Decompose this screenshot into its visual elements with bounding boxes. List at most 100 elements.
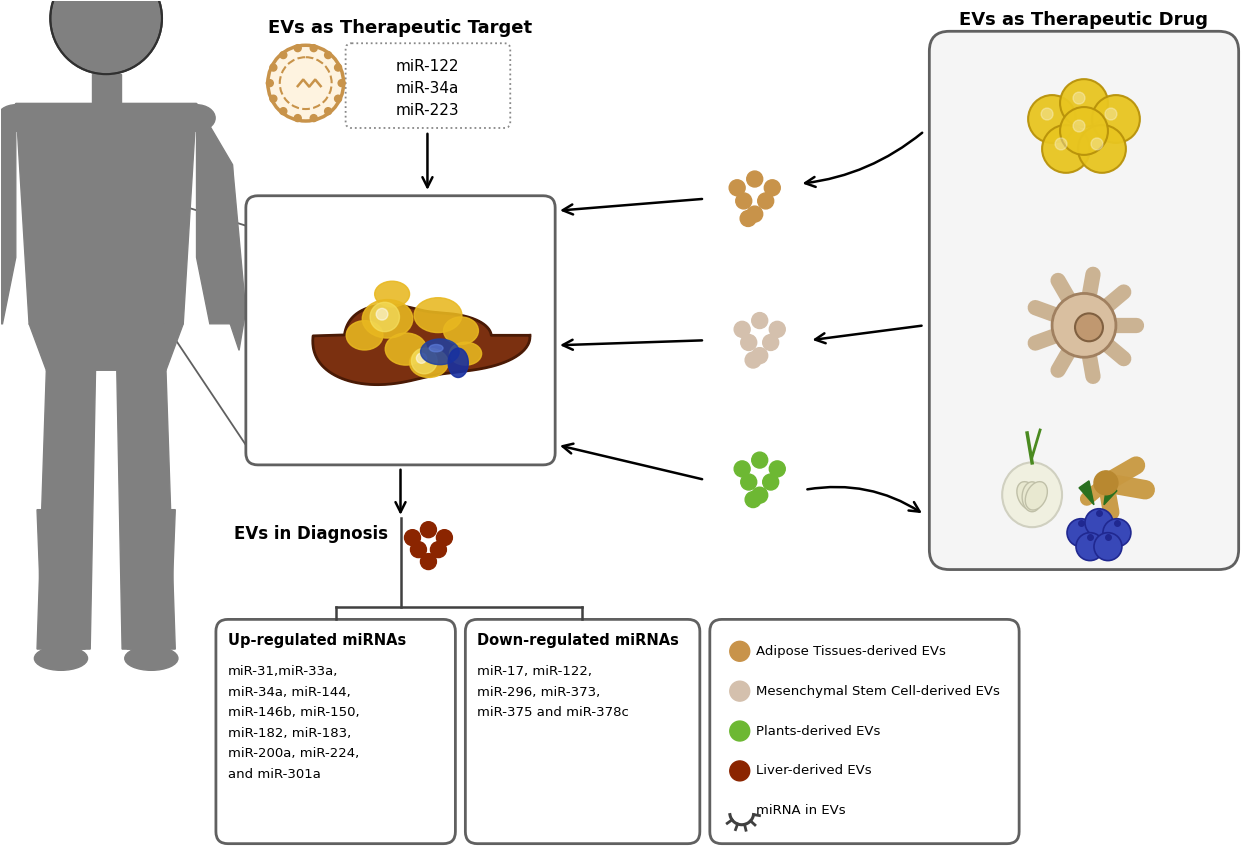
Circle shape — [1073, 92, 1084, 104]
Circle shape — [741, 335, 757, 350]
Polygon shape — [122, 510, 175, 649]
Circle shape — [1091, 138, 1103, 150]
Ellipse shape — [448, 348, 468, 377]
Circle shape — [420, 554, 437, 569]
FancyBboxPatch shape — [710, 619, 1019, 844]
Circle shape — [416, 353, 426, 363]
Ellipse shape — [429, 344, 443, 352]
Circle shape — [747, 206, 762, 222]
Circle shape — [325, 108, 332, 115]
Polygon shape — [36, 510, 91, 649]
Circle shape — [335, 96, 342, 102]
Circle shape — [376, 308, 387, 320]
Ellipse shape — [385, 333, 426, 365]
Circle shape — [1055, 138, 1067, 150]
Circle shape — [1103, 518, 1131, 547]
Circle shape — [1073, 120, 1084, 132]
Circle shape — [741, 474, 757, 490]
Text: miR-122: miR-122 — [396, 59, 459, 74]
Circle shape — [1084, 509, 1113, 536]
Polygon shape — [92, 74, 121, 103]
Circle shape — [1042, 125, 1089, 173]
FancyBboxPatch shape — [346, 43, 511, 128]
Circle shape — [752, 348, 767, 363]
Circle shape — [1052, 294, 1116, 357]
FancyBboxPatch shape — [465, 619, 699, 844]
Text: EVs in Diagnosis: EVs in Diagnosis — [234, 524, 387, 542]
Ellipse shape — [410, 348, 448, 377]
Text: Down-regulated miRNAs: Down-regulated miRNAs — [477, 634, 679, 648]
Circle shape — [311, 115, 317, 121]
Ellipse shape — [414, 298, 462, 332]
FancyBboxPatch shape — [245, 195, 555, 465]
Circle shape — [757, 193, 774, 209]
Circle shape — [736, 193, 752, 209]
Text: Plants-derived EVs: Plants-derived EVs — [756, 724, 881, 738]
Polygon shape — [225, 164, 245, 350]
Circle shape — [1094, 471, 1118, 495]
Polygon shape — [16, 103, 196, 324]
Circle shape — [1060, 107, 1108, 155]
Circle shape — [747, 171, 762, 187]
Circle shape — [267, 79, 273, 87]
Circle shape — [1105, 108, 1117, 120]
Circle shape — [1060, 79, 1108, 127]
Text: miR-31,miR-33a,
miR-34a, miR-144,
miR-146b, miR-150,
miR-182, miR-183,
miR-200a,: miR-31,miR-33a, miR-34a, miR-144, miR-14… — [228, 666, 360, 781]
Circle shape — [765, 180, 780, 195]
Circle shape — [1094, 533, 1122, 561]
Circle shape — [1028, 95, 1076, 143]
Circle shape — [1076, 533, 1105, 561]
Circle shape — [730, 180, 745, 195]
Polygon shape — [117, 370, 175, 649]
Text: Liver-derived EVs: Liver-derived EVs — [756, 765, 872, 777]
Ellipse shape — [420, 339, 459, 365]
Circle shape — [752, 487, 767, 503]
Polygon shape — [0, 103, 16, 324]
Polygon shape — [196, 103, 237, 324]
Circle shape — [279, 52, 287, 59]
Text: Up-regulated miRNAs: Up-regulated miRNAs — [228, 634, 406, 648]
Text: miR-223: miR-223 — [395, 103, 459, 118]
Ellipse shape — [444, 317, 478, 344]
Text: Mesenchymal Stem Cell-derived EVs: Mesenchymal Stem Cell-derived EVs — [756, 684, 1000, 697]
Circle shape — [270, 96, 277, 102]
Circle shape — [1078, 125, 1126, 173]
Polygon shape — [29, 324, 184, 370]
FancyBboxPatch shape — [216, 619, 455, 844]
Ellipse shape — [1016, 481, 1039, 510]
Circle shape — [370, 302, 400, 331]
Circle shape — [730, 641, 750, 661]
Circle shape — [770, 461, 785, 477]
Circle shape — [294, 45, 301, 52]
Circle shape — [735, 461, 750, 477]
Circle shape — [311, 45, 317, 52]
Text: miR-34a: miR-34a — [396, 81, 459, 96]
Polygon shape — [313, 305, 530, 385]
Ellipse shape — [449, 342, 482, 365]
Ellipse shape — [125, 647, 177, 671]
Circle shape — [437, 530, 453, 546]
Circle shape — [410, 542, 426, 558]
Circle shape — [430, 542, 447, 558]
Circle shape — [405, 530, 420, 546]
Ellipse shape — [362, 300, 413, 338]
Circle shape — [1042, 108, 1053, 120]
Circle shape — [730, 761, 750, 781]
Polygon shape — [1079, 480, 1094, 505]
Circle shape — [730, 721, 750, 741]
Circle shape — [335, 64, 342, 71]
Text: EVs as Therapeutic Drug: EVs as Therapeutic Drug — [960, 11, 1209, 29]
Circle shape — [752, 313, 767, 329]
Circle shape — [762, 474, 779, 490]
Ellipse shape — [1025, 481, 1048, 510]
Text: miRNA in EVs: miRNA in EVs — [756, 804, 845, 817]
Circle shape — [268, 46, 343, 121]
Circle shape — [745, 492, 761, 507]
FancyBboxPatch shape — [930, 31, 1239, 569]
Circle shape — [279, 108, 287, 115]
Text: miR-17, miR-122,
miR-296, miR-373,
miR-375 and miR-378c: miR-17, miR-122, miR-296, miR-373, miR-3… — [477, 666, 629, 719]
Circle shape — [50, 0, 162, 74]
Circle shape — [325, 52, 332, 59]
Text: Adipose Tissues-derived EVs: Adipose Tissues-derived EVs — [756, 645, 946, 658]
Circle shape — [745, 352, 761, 368]
